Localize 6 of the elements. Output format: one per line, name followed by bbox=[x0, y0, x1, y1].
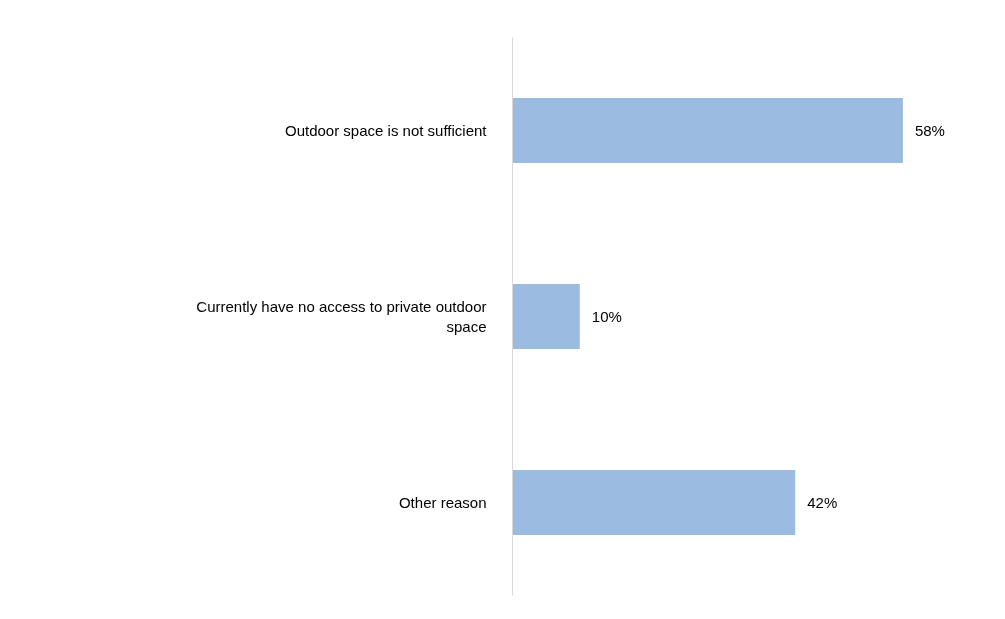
y-tick-label: Other reason bbox=[398, 494, 487, 511]
y-tick-label: Outdoor space is not sufficient bbox=[285, 122, 488, 139]
data-label: 10% bbox=[591, 308, 622, 325]
data-label: 58% bbox=[914, 122, 945, 139]
y-tick-label: Currently have no access to private outdoor space bbox=[196, 297, 487, 336]
data-label: 42% bbox=[807, 494, 838, 511]
